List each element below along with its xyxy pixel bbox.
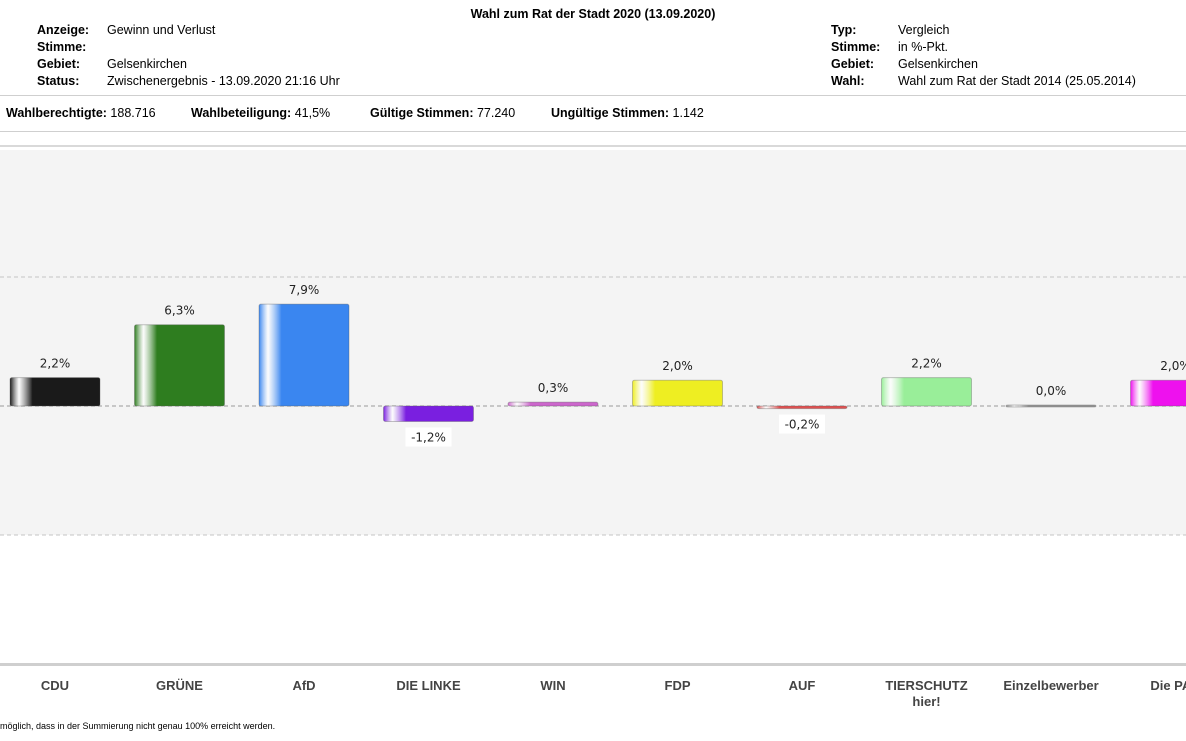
value-label-grüne: 6,3% <box>164 304 195 318</box>
bar-tierschutz-hier <box>881 377 972 407</box>
stat-wahlbeteiligung-label: Wahlbeteiligung: <box>191 106 292 120</box>
value-label-auf: -0,2% <box>785 418 820 432</box>
bar-fdp <box>632 379 723 407</box>
meta-left-value-gebiet: Gelsenkirchen <box>107 57 187 71</box>
bar-win <box>507 401 599 407</box>
stat-ungueltige-stimmen: Ungültige Stimmen: 1.142 <box>551 106 704 120</box>
stat-wahlberechtigte-label: Wahlberechtigte: <box>6 106 107 120</box>
bar-grüne <box>134 324 225 407</box>
stat-wahlberechtigte-value: 188.716 <box>110 106 156 120</box>
chart-top-border <box>0 145 1186 147</box>
meta-left-key-anzeige: Anzeige: <box>37 23 90 37</box>
value-label-tierschutz-hier: 2,2% <box>911 357 942 371</box>
meta-left: Anzeige: Gewinn und Verlust Stimme: Gebi… <box>37 23 437 93</box>
value-label-afd: 7,9% <box>289 283 320 297</box>
stat-gueltige-stimmen-value: 77.240 <box>476 106 516 120</box>
category-label-fdp: FDP <box>665 678 691 693</box>
category-label-die-linke: DIE LINKE <box>396 678 461 693</box>
category-label-win: WIN <box>540 678 565 693</box>
meta-left-key-status: Status: <box>37 74 80 88</box>
stat-gueltige-stimmen: Gültige Stimmen: 77.240 <box>370 106 515 120</box>
category-label-tierschutz-hier: TIERSCHUTZ hier! <box>885 678 967 709</box>
category-label-die-partei: Die PAR <box>1150 678 1186 693</box>
meta-right-key-gebiet: Gebiet: <box>831 57 875 71</box>
meta-right-value-gebiet: Gelsenkirchen <box>898 57 978 71</box>
stat-ungueltige-stimmen-value: 1.142 <box>672 106 704 120</box>
value-label-win: 0,3% <box>538 381 569 395</box>
chart-baseline <box>0 663 1186 666</box>
page-title: Wahl zum Rat der Stadt 2020 (13.09.2020) <box>470 7 716 21</box>
category-label-einzelbewerber: Einzelbewerber <box>1003 678 1098 693</box>
header-divider <box>0 95 1186 96</box>
stat-gueltige-stimmen-label: Gültige Stimmen: <box>370 106 474 120</box>
meta-left-key-stimme: Stimme: <box>37 40 87 54</box>
stats-divider <box>0 131 1186 132</box>
bar-die-partei <box>1130 379 1186 407</box>
footnote: möglich, dass in der Summierung nicht ge… <box>0 721 276 731</box>
stat-wahlbeteiligung: Wahlbeteiligung: 41,5% <box>191 106 330 120</box>
category-label-cdu: CDU <box>41 678 69 693</box>
value-label-die-linke: -1,2% <box>411 430 446 444</box>
meta-left-value-anzeige: Gewinn und Verlust <box>107 23 216 37</box>
plot-lower-area <box>0 535 1186 660</box>
stat-wahlbeteiligung-value: 41,5% <box>294 106 331 120</box>
value-label-die-partei: 2,0% <box>1160 359 1186 373</box>
value-label-fdp: 2,0% <box>662 359 693 373</box>
value-label-einzelbewerber: 0,0% <box>1036 384 1067 398</box>
value-label-bg-die-linke <box>405 427 452 447</box>
meta-right-key-wahl: Wahl: <box>831 74 865 88</box>
stat-ungueltige-stimmen-label: Ungültige Stimmen: <box>551 106 670 120</box>
meta-right-value-typ: Vergleich <box>898 23 950 37</box>
bar-chart: 2,2% CDU 6,3% GRÜNE 7,9% AfD -1,2% DIE LINKE 0,3… <box>0 145 1186 709</box>
bar-auf <box>756 405 848 410</box>
value-label-cdu: 2,2% <box>40 357 71 371</box>
meta-right: Typ: Vergleich Stimme: in %-Pkt. Gebiet:… <box>831 23 1181 93</box>
stat-wahlberechtigte: Wahlberechtigte: 188.716 <box>6 106 156 120</box>
category-label-auf: AUF <box>789 678 816 693</box>
bar-afd <box>258 303 350 407</box>
meta-right-value-wahl: Wahl zum Rat der Stadt 2014 (25.05.2014) <box>898 74 1136 88</box>
bar-die-linke <box>383 405 474 422</box>
meta-right-key-stimme: Stimme: <box>831 40 881 54</box>
meta-left-value-status: Zwischenergebnis - 13.09.2020 21:16 Uhr <box>107 74 340 88</box>
category-label-grüne: GRÜNE <box>156 678 203 693</box>
meta-right-value-stimme: in %-Pkt. <box>898 40 949 54</box>
meta-left-key-gebiet: Gebiet: <box>37 57 81 71</box>
bar-einzelbewerber <box>1005 404 1097 408</box>
value-label-bg-auf <box>779 414 825 434</box>
meta-right-key-typ: Typ: <box>831 23 857 37</box>
bar-cdu <box>9 377 101 407</box>
category-label-afd: AfD <box>292 678 315 693</box>
